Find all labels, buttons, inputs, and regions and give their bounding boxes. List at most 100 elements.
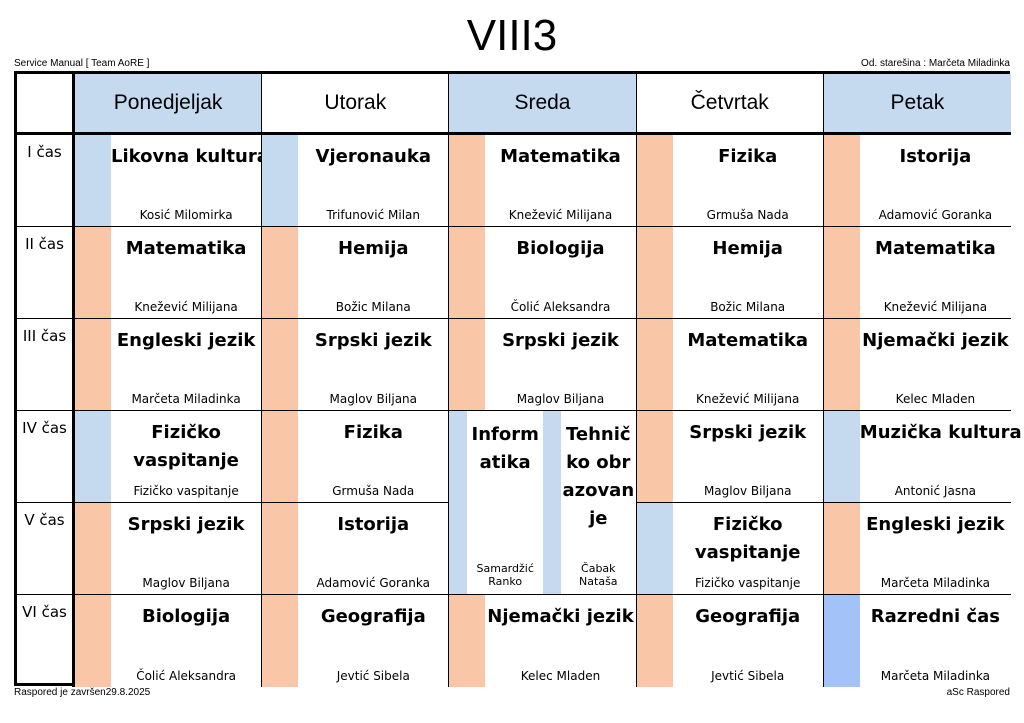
day-header-tue: Utorak: [262, 74, 450, 135]
subject-name: Srpski jezik: [502, 330, 619, 351]
subject-name: Njemački jezik: [862, 330, 1009, 351]
subject-name: Hemija: [338, 238, 409, 259]
timetable-grid: Ponedjeljak Utorak Sreda Četvrtak Petak I čas…: [14, 71, 1022, 687]
teacher-name: Fizičko vaspitanje: [133, 484, 239, 498]
subject-color-bar: [636, 135, 673, 226]
subject-name: Istorija: [899, 146, 972, 167]
subject-name: Fizika: [718, 146, 778, 167]
lesson-cell[interactable]: Matematika Knežević Milijana: [636, 319, 824, 411]
period-label: VI čas: [17, 595, 75, 687]
subject-color-bar: [449, 319, 486, 410]
lesson-cell[interactable]: Srpski jezik Maglov Biljana: [449, 319, 637, 411]
teacher-name: Grmuša Nada: [706, 208, 789, 222]
subject-color-bar: [823, 503, 860, 594]
period-label: I čas: [17, 135, 75, 227]
teacher-name: Jevtić Sibela: [711, 669, 785, 683]
subject-name: Matematika: [875, 238, 996, 259]
lesson-cell[interactable]: Srpski jezik Maglov Biljana: [636, 411, 824, 503]
lesson-cell[interactable]: Istorija Adamović Goranka: [823, 135, 1011, 227]
subject-name: Matematika: [500, 146, 621, 167]
split-lesson-cell[interactable]: Tehničko obrazovanje Čabak Nataša: [543, 411, 637, 595]
teacher-name: Knežević Milijana: [134, 300, 238, 314]
lesson-cell[interactable]: Likovna kultura Kosić Milomirka: [75, 135, 269, 227]
lesson-cell[interactable]: Fizika Grmuša Nada: [636, 135, 824, 227]
teacher-name: Maglov Biljana: [516, 392, 605, 406]
subject-color-bar: [262, 503, 299, 594]
lesson-cell[interactable]: Matematika Knežević Milijana: [75, 227, 263, 319]
timetable-corner: [17, 74, 75, 135]
subject-color-bar: [823, 411, 860, 502]
day-header-mon: Ponedjeljak: [75, 74, 263, 135]
subject-color-bar: [636, 503, 673, 594]
subject-name: Tehničko obrazovanje: [562, 424, 635, 529]
subject-color-bar: [75, 319, 111, 410]
subject-name: Hemija: [712, 238, 783, 259]
lesson-cell[interactable]: Hemija Božic Milana: [262, 227, 450, 319]
lesson-cell[interactable]: Engleski jezik Marčeta Miladinka: [75, 319, 263, 411]
subject-color-bar: [262, 227, 299, 318]
footer-right-text: aSc Raspored: [946, 687, 1010, 698]
period-label: III čas: [17, 319, 75, 411]
lesson-cell[interactable]: Engleski jezik Marčeta Miladinka: [823, 503, 1011, 595]
teacher-name: Čolić Aleksandra: [510, 300, 611, 314]
subject-name: Likovna kultura: [111, 146, 269, 167]
teacher-name: Maglov Biljana: [329, 392, 418, 406]
subject-name: Vjeronauka: [315, 146, 431, 167]
lesson-cell[interactable]: Fizika Grmuša Nada: [262, 411, 450, 503]
lesson-cell[interactable]: Geografija Jevtić Sibela: [262, 595, 450, 687]
subject-color-bar: [262, 319, 299, 410]
teacher-name: Kelec Mladen: [520, 669, 601, 683]
lesson-cell[interactable]: Hemija Božic Milana: [636, 227, 824, 319]
subject-color-bar: [449, 411, 468, 594]
subject-name: Istorija: [337, 514, 410, 535]
lesson-cell[interactable]: Muzička kultura Antonić Jasna: [823, 411, 1022, 503]
teacher-name: Adamović Goranka: [316, 576, 431, 590]
teacher-name: Marčeta Miladinka: [131, 392, 241, 406]
lesson-cell[interactable]: Istorija Adamović Goranka: [262, 503, 450, 595]
lesson-cell[interactable]: Matematika Knežević Milijana: [449, 135, 637, 227]
lesson-cell[interactable]: Biologija Čolić Aleksandra: [75, 595, 263, 687]
teacher-name: Marčeta Miladinka: [880, 576, 991, 590]
subject-color-bar: [262, 595, 299, 687]
subject-color-bar: [823, 135, 860, 226]
lesson-cell[interactable]: Njemački jezik Kelec Mladen: [823, 319, 1011, 411]
teacher-name: Trifunović Milan: [326, 208, 420, 222]
subject-color-bar: [636, 319, 673, 410]
lesson-cell[interactable]: Srpski jezik Maglov Biljana: [262, 319, 450, 411]
lesson-cell[interactable]: Biologija Čolić Aleksandra: [449, 227, 637, 319]
subject-color-bar: [449, 135, 486, 226]
day-header-wed: Sreda: [449, 74, 637, 135]
lesson-cell[interactable]: Vjeronauka Trifunović Milan: [262, 135, 450, 227]
lesson-cell[interactable]: Njemački jezik Kelec Mladen: [449, 595, 637, 687]
subject-name: Srpski jezik: [689, 422, 807, 443]
subject-name: Njemački jezik: [487, 606, 634, 627]
subject-color-bar: [636, 411, 673, 502]
subject-color-bar: [543, 411, 561, 594]
subject-name: Srpski jezik: [314, 330, 432, 351]
teacher-name: Jevtić Sibela: [336, 669, 410, 683]
teacher-name: Kelec Mladen: [895, 392, 976, 406]
subject-name: Fizika: [343, 422, 403, 443]
split-lesson-cell[interactable]: Informatika Samardžić Ranko: [449, 411, 543, 595]
teacher-name: Adamović Goranka: [878, 208, 993, 222]
teacher-name: Božic Milana: [335, 300, 411, 314]
page-title: VIII3: [466, 11, 558, 60]
lesson-cell[interactable]: Srpski jezik Maglov Biljana: [75, 503, 263, 595]
lesson-cell[interactable]: Fizičko vaspitanje Fizičko vaspitanje: [75, 411, 263, 503]
lesson-cell[interactable]: Fizičko vaspitanje Fizičko vaspitanje: [636, 503, 824, 595]
lesson-cell[interactable]: Matematika Knežević Milijana: [823, 227, 1011, 319]
subject-name: Fizičko vaspitanje: [694, 514, 801, 563]
subject-name: Biologija: [142, 606, 231, 627]
subject-color-bar: [449, 227, 486, 318]
lesson-cell[interactable]: Geografija Jevtić Sibela: [636, 595, 824, 687]
teacher-name: Čolić Aleksandra: [136, 669, 236, 683]
teacher-name: Fizičko vaspitanje: [695, 576, 801, 590]
homeroom-teacher-text: Od. starešina : Marčeta Miladinka: [861, 58, 1010, 69]
teacher-name: Samardžić Ranko: [476, 562, 534, 588]
subject-name: Srpski jezik: [127, 514, 245, 535]
subject-color-bar: [823, 227, 860, 318]
subject-name: Fizičko vaspitanje: [133, 422, 239, 471]
subject-name: Geografija: [695, 606, 801, 627]
subject-name: Informatika: [471, 424, 539, 473]
lesson-cell[interactable]: Razredni čas Marčeta Miladinka: [823, 595, 1011, 687]
